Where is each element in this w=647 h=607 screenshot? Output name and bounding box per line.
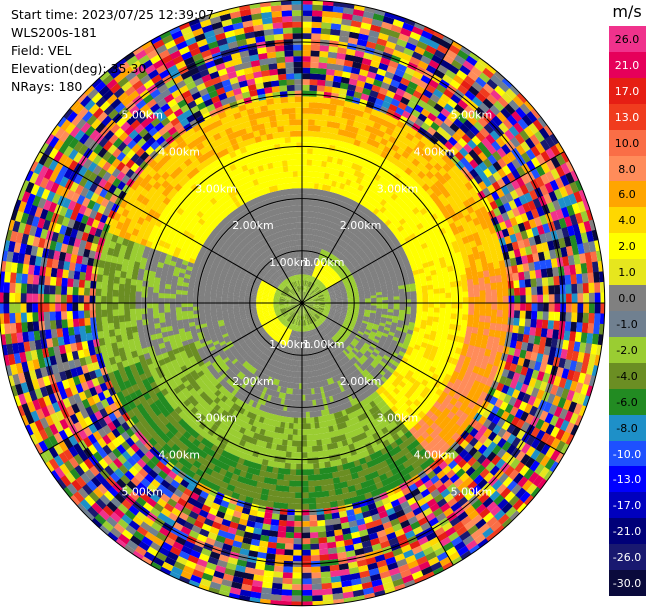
azimuth-spoke [301,40,454,304]
colorbar-tick-label: -21.0 [612,525,642,539]
colorbar-tick-label: 21.0 [614,58,640,72]
colorbar-tick-label: 13.0 [614,110,640,124]
colorbar: 26.0 21.0 17.0 13.0 10.0 8.0 6.0 4.0 2.0 1.0 0.0 -1… [607,26,647,597]
range-label: 5.00km [121,108,163,121]
colorbar-tick-label: 4.0 [618,214,636,228]
colorbar-swatch [609,336,646,364]
colorbar-tick-label: 6.0 [618,188,636,202]
range-grid [0,0,606,607]
colorbar-swatch [609,26,646,53]
range-label: 2.00km [340,375,382,388]
colorbar-swatch [609,311,646,338]
range-label: 5.00km [451,108,493,121]
colorbar-tick-label: 0.0 [618,292,636,306]
range-label: 3.00km [195,412,237,425]
colorbar-swatch [609,440,646,467]
colorbar-swatch [609,388,646,416]
start-time: Start time: 2023/07/25 12:39:07 [11,7,215,22]
colorbar-tick-label: -2.0 [616,343,638,357]
nrays: NRays: 180 [11,79,83,94]
azimuth-spoke [301,302,565,455]
range-label: 1.00km [303,338,345,351]
range-label: 3.00km [195,182,237,195]
colorbar-swatch [609,259,646,286]
azimuth-spoke [301,302,454,566]
colorbar-swatch [609,51,646,79]
colorbar-tick-label: 17.0 [614,84,640,98]
range-label: 1.00km [269,256,311,269]
colorbar-unit: m/s [612,2,642,21]
colorbar-swatch [609,544,646,571]
range-label: 2.00km [340,219,382,232]
azimuth-spoke [301,151,565,304]
colorbar-swatch [609,155,646,182]
range-label: 5.00km [121,486,163,499]
colorbar-tick-label: -17.0 [612,499,642,513]
colorbar-swatch [609,466,646,493]
colorbar-swatch [609,129,646,157]
colorbar-swatch [609,570,646,597]
field-name: Field: VEL [11,43,72,58]
range-label: 1.00km [303,256,345,269]
range-label: 4.00km [414,145,456,158]
colorbar-swatch [609,207,646,234]
colorbar-swatch [609,181,646,208]
range-label: 1.00km [269,338,311,351]
colorbar-tick-label: 10.0 [614,136,640,150]
colorbar-tick-label: -10.0 [612,447,642,461]
colorbar-tick-label: 26.0 [614,32,640,46]
colorbar-swatch [609,518,646,545]
colorbar-swatch [609,233,646,260]
range-label: 4.00km [414,449,456,462]
range-label: 4.00km [158,145,200,158]
colorbar-swatch [609,492,646,519]
colorbar-tick-label: 1.0 [618,266,636,280]
colorbar-tick-label: 2.0 [618,240,636,254]
colorbar-swatch [609,103,646,131]
azimuth-spoke [150,40,303,304]
colorbar-swatch [609,285,646,312]
range-label: 5.00km [451,486,493,499]
colorbar-tick-label: -30.0 [612,577,642,591]
colorbar-tick-label: -26.0 [612,551,642,565]
colorbar-tick-label: -6.0 [616,395,638,409]
range-label: 4.00km [158,449,200,462]
azimuth-spoke [39,302,303,455]
colorbar-swatch [609,414,646,442]
range-label: 3.00km [377,182,419,195]
azimuth-spoke [39,151,303,304]
range-label: 2.00km [232,375,274,388]
colorbar-tick-label: -8.0 [616,421,638,435]
colorbar-swatch [609,362,646,390]
elevation: Elevation(deg): 35.30 [11,61,147,76]
instrument: WLS200s-181 [11,25,97,40]
colorbar-tick-label: -4.0 [616,369,638,383]
colorbar-swatch [609,77,646,105]
colorbar-tick-label: -1.0 [616,317,638,331]
azimuth-spoke [150,302,303,566]
range-label: 2.00km [232,219,274,232]
colorbar-tick-label: 8.0 [618,162,636,176]
colorbar-tick-label: -13.0 [612,473,642,487]
range-label: 3.00km [377,412,419,425]
